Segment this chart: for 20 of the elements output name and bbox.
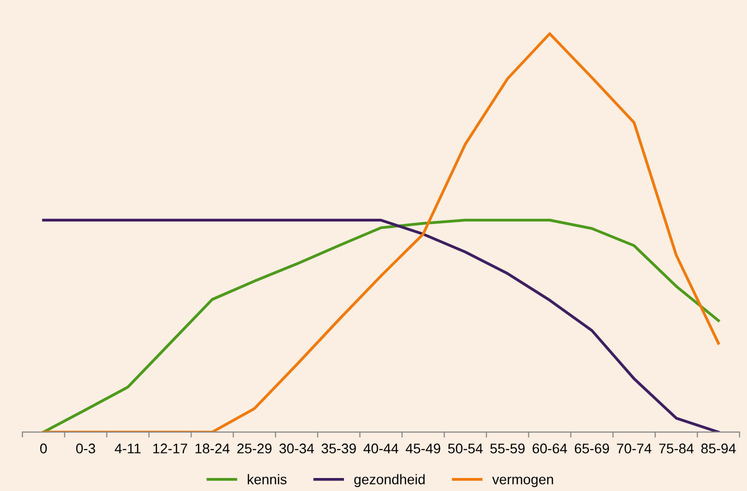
x-tick-label: 55-59 — [490, 444, 525, 454]
x-tick-label: 35-39 — [322, 444, 356, 454]
legend-label: kennis — [248, 474, 287, 484]
x-tick-label: 12-17 — [153, 444, 188, 454]
x-tick-label: 85-94 — [701, 444, 736, 454]
x-tick-label: 45-49 — [406, 444, 440, 454]
x-tick-label: 60-64 — [532, 444, 568, 454]
x-tick-label: 30-34 — [279, 444, 314, 454]
x-tick-label: 4-11 — [114, 444, 141, 454]
x-tick-label: 18-24 — [196, 444, 230, 454]
x-tick-label: 0 — [40, 444, 47, 454]
x-tick-label: 40-44 — [364, 444, 398, 454]
x-tick-label: 65-69 — [574, 444, 609, 454]
x-tick-label: 75-84 — [659, 444, 694, 454]
legend-label: vermogen — [492, 476, 554, 488]
x-tick-label: 50-54 — [448, 444, 483, 454]
legend-label: gezondheid — [354, 474, 425, 488]
x-tick-label: 0-3 — [76, 444, 96, 454]
x-tick-label: 25-29 — [237, 444, 272, 454]
x-tick-label: 70-74 — [617, 444, 652, 454]
